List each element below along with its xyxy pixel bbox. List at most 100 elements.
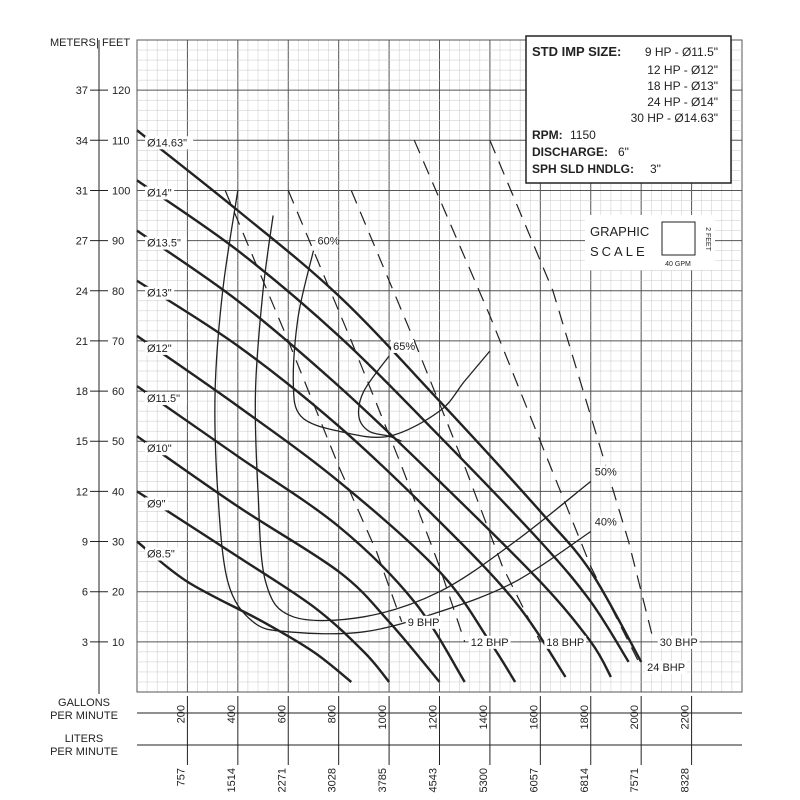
impeller-curve-label: Ø13" bbox=[147, 288, 172, 300]
impeller-curve-label: Ø14" bbox=[147, 187, 172, 199]
solids-label: SPH SLD HNDLG: bbox=[532, 162, 634, 176]
impeller-curve bbox=[136, 129, 643, 663]
y-tick-label-meters: 9 bbox=[82, 537, 88, 549]
graphic-scale-line2: SCALE bbox=[590, 244, 648, 259]
std-imp-size-label: STD IMP SIZE: bbox=[532, 44, 621, 59]
axis-header-meters: METERS bbox=[50, 37, 96, 49]
graphic-scale-box bbox=[661, 221, 696, 256]
impeller-curve-label-bg bbox=[145, 236, 187, 250]
efficiency-curve bbox=[292, 250, 491, 438]
bhp-curve bbox=[224, 190, 403, 623]
efficiency-curve-label-bg bbox=[391, 339, 414, 353]
bhp-curve-label: 12 BHP bbox=[471, 637, 509, 649]
impeller-curve-label-bg bbox=[145, 341, 175, 355]
x-tick-label-gpm: 2200 bbox=[680, 705, 692, 729]
pump-info-box: STD IMP SIZE: 9 HP - Ø11.5" 12 HP - Ø12"… bbox=[525, 35, 732, 184]
y-tick-label-feet: 80 bbox=[112, 286, 124, 298]
axes: METERS | FEET GALLONS PER MINUTE LITERS … bbox=[50, 37, 742, 792]
imp-size-4: 30 HP - Ø14.63" bbox=[631, 111, 718, 125]
y-tick-label-feet: 50 bbox=[112, 436, 124, 448]
impeller-curve-label: Ø11.5" bbox=[147, 393, 180, 405]
y-tick-label-meters: 34 bbox=[76, 135, 88, 147]
bhp-curve-label: 24 BHP bbox=[647, 662, 685, 674]
impeller-curve-label-bg bbox=[145, 286, 175, 300]
x-axis-label-gpm-line2: PER MINUTE bbox=[50, 710, 118, 722]
x-tick-label-gpm: 1000 bbox=[377, 705, 389, 729]
y-tick-label-meters: 18 bbox=[76, 386, 88, 398]
x-axis-label-lpm-line1: LITERS bbox=[65, 733, 104, 745]
efficiency-curve-label: 65% bbox=[393, 341, 415, 353]
x-tick-label-gpm: 1400 bbox=[478, 705, 490, 729]
imp-size-2: 18 HP - Ø13" bbox=[647, 79, 718, 93]
y-tick-label-meters: 21 bbox=[76, 336, 88, 348]
y-tick-label-meters: 24 bbox=[76, 286, 88, 298]
impeller-curve-label: Ø12" bbox=[147, 343, 172, 355]
y-tick-label-feet: 70 bbox=[112, 336, 124, 348]
efficiency-curves bbox=[214, 190, 592, 635]
x-tick-label-lpm: 3785 bbox=[377, 768, 389, 792]
impeller-curve-label-bg bbox=[145, 442, 175, 456]
impeller-curve-label-bg bbox=[145, 186, 175, 200]
solids-value: 3" bbox=[650, 162, 661, 176]
y-tick-label-meters: 6 bbox=[82, 587, 88, 599]
bhp-curve-label-bg bbox=[645, 660, 687, 674]
axis-header-feet: FEET bbox=[102, 37, 130, 49]
efficiency-curve-label: 50% bbox=[595, 466, 617, 478]
y-tick-label-feet: 10 bbox=[112, 637, 124, 649]
y-tick-label-feet: 20 bbox=[112, 587, 124, 599]
efficiency-curve bbox=[214, 190, 592, 635]
x-tick-label-gpm: 400 bbox=[226, 705, 238, 723]
impeller-curve-label: Ø9" bbox=[147, 498, 166, 510]
x-tick-label-gpm: 1600 bbox=[528, 705, 540, 729]
x-axis-label-gpm-line1: GALLONS bbox=[58, 697, 110, 709]
impeller-curve-label: Ø14.63" bbox=[147, 137, 187, 149]
x-tick-label-lpm: 6814 bbox=[579, 768, 591, 792]
efficiency-curve bbox=[254, 215, 592, 622]
x-tick-label-lpm: 1514 bbox=[226, 768, 238, 792]
rpm-value: 1150 bbox=[570, 128, 596, 142]
bhp-curve-label: 30 BHP bbox=[660, 637, 698, 649]
impeller-curve-label-bg bbox=[145, 392, 187, 406]
bhp-curve-label-bg bbox=[657, 635, 700, 649]
y-tick-label-feet: 110 bbox=[112, 135, 130, 147]
y-tick-label-meters: 37 bbox=[76, 85, 88, 97]
efficiency-curve-label-bg bbox=[315, 234, 339, 248]
bhp-curve bbox=[413, 140, 642, 668]
impeller-curve bbox=[136, 229, 612, 678]
x-tick-label-gpm: 200 bbox=[175, 705, 187, 723]
x-tick-label-lpm: 3028 bbox=[327, 768, 339, 792]
y-tick-label-feet: 90 bbox=[112, 236, 124, 248]
y-tick-label-feet: 30 bbox=[112, 537, 124, 549]
y-tick-label-feet: 120 bbox=[112, 85, 130, 97]
impeller-curve-label: Ø8.5" bbox=[147, 549, 175, 561]
x-tick-label-lpm: 5300 bbox=[478, 768, 490, 792]
impeller-curve-label: Ø13.5" bbox=[147, 238, 181, 250]
x-tick-label-lpm: 8328 bbox=[680, 768, 692, 792]
graphic-scale-line1: GRAPHIC bbox=[590, 224, 649, 239]
graphic-scale-x-unit: 40 GPM bbox=[665, 261, 691, 268]
rpm-label: RPM: bbox=[532, 128, 563, 142]
x-tick-label-gpm: 1200 bbox=[428, 705, 440, 729]
x-tick-label-lpm: 2271 bbox=[276, 768, 288, 792]
y-tick-label-meters: 31 bbox=[76, 185, 88, 197]
bhp-curve-label-bg bbox=[468, 635, 511, 649]
efficiency-curve-label: 40% bbox=[595, 517, 617, 529]
x-tick-label-lpm: 7571 bbox=[629, 768, 641, 792]
x-axis-label-lpm-line2: PER MINUTE bbox=[50, 746, 118, 758]
efficiency-curve-label-bg bbox=[592, 515, 616, 529]
impeller-curve bbox=[136, 179, 630, 663]
y-tick-label-meters: 27 bbox=[76, 236, 88, 248]
x-tick-label-lpm: 6057 bbox=[528, 768, 540, 792]
info-box-frame bbox=[525, 35, 732, 184]
y-tick-label-feet: 100 bbox=[112, 185, 130, 197]
x-tick-label-lpm: 4543 bbox=[428, 768, 440, 792]
impeller-curve bbox=[136, 490, 391, 683]
bhp-curve-label: 18 BHP bbox=[546, 637, 584, 649]
bhp-curve-label-bg bbox=[405, 615, 442, 629]
y-tick-label-meters: 15 bbox=[76, 436, 88, 448]
bhp-curve-label: 9 BHP bbox=[408, 617, 440, 629]
y-tick-label-meters: 12 bbox=[76, 486, 88, 498]
graphic-scale-y-unit: 2 FEET bbox=[704, 227, 711, 251]
x-tick-label-gpm: 2000 bbox=[629, 705, 641, 729]
